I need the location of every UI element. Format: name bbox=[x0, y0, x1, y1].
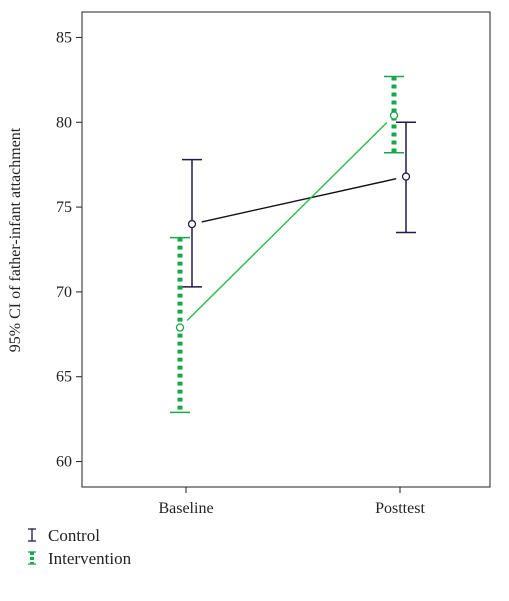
legend-item-control: Control bbox=[28, 526, 100, 545]
series-line bbox=[186, 122, 388, 321]
y-tick-label: 70 bbox=[56, 284, 72, 301]
y-tick-label: 80 bbox=[56, 114, 72, 131]
legend: Control Intervention bbox=[28, 526, 132, 568]
y-tick-label: 85 bbox=[56, 29, 72, 46]
axes: 60 65 70 75 80 85 Baseline Posttest bbox=[56, 11, 491, 517]
legend-label: Intervention bbox=[48, 549, 132, 568]
mean-point bbox=[389, 111, 399, 120]
series-control bbox=[182, 121, 416, 288]
x-tick-label: Baseline bbox=[158, 500, 213, 517]
series-line bbox=[201, 178, 397, 223]
x-tick-label: Posttest bbox=[375, 500, 425, 517]
y-tick-label: 60 bbox=[56, 454, 72, 471]
plot-frame bbox=[81, 11, 491, 488]
mean-point bbox=[401, 172, 411, 181]
legend-item-intervention: Intervention bbox=[28, 549, 132, 568]
y-tick-label: 65 bbox=[56, 369, 72, 386]
mean-point bbox=[175, 323, 185, 332]
series-layer bbox=[170, 75, 416, 414]
mean-point bbox=[187, 219, 197, 229]
series-intervention bbox=[170, 75, 404, 414]
legend-label: Control bbox=[48, 526, 100, 545]
y-tick-label: 75 bbox=[56, 199, 72, 216]
y-axis-title: 95% CI of father-infant attachment bbox=[7, 127, 24, 352]
